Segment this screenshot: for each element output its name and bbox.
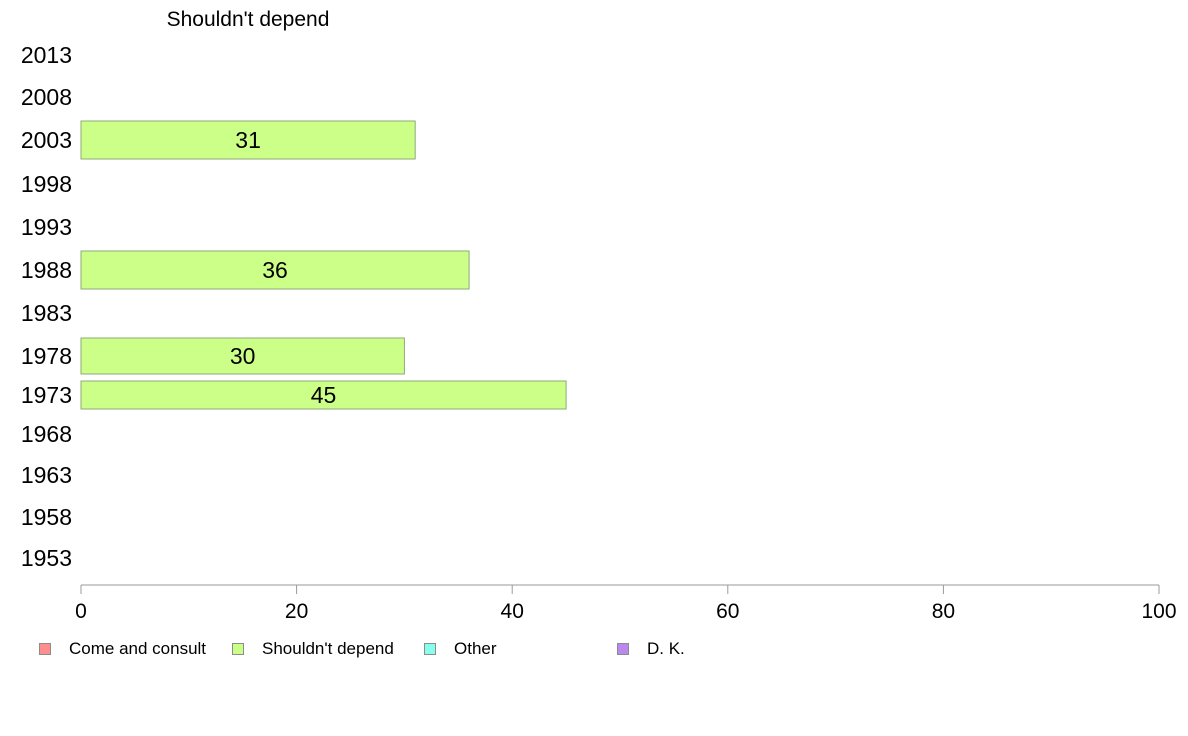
legend-label-come-and-consult: Come and consult [69,639,207,658]
y-tick-label-1973: 1973 [21,382,72,408]
legend-label-dk: D. K. [647,639,685,658]
legend-swatch-shouldnt-depend [232,643,244,655]
y-tick-label-1958: 1958 [21,504,72,530]
bar-label-1988: 36 [262,257,288,283]
legend-item-shouldnt-depend: Shouldn't depend [232,637,394,661]
y-axis-labels: 2013 2008 2003 1998 1993 1988 1983 1978 1973 1968… [21,42,72,571]
x-tick-label-20: 20 [285,600,308,623]
y-tick-label-2008: 2008 [21,84,72,110]
bars [80,120,567,410]
legend-swatch-come-and-consult [39,643,51,655]
x-tick-label-0: 0 [75,600,87,623]
legend-item-other: Other [424,637,497,661]
bar-1973 [80,380,567,410]
bar-2003 [80,120,416,160]
legend-swatch-other [424,643,436,655]
x-tick-label-100: 100 [1141,600,1176,623]
y-tick-label-1953: 1953 [21,545,72,571]
y-tick-label-1998: 1998 [21,171,72,197]
y-tick-label-2003: 2003 [21,127,72,153]
legend-label-other: Other [454,639,497,658]
bar-label-1973: 45 [311,382,337,408]
y-tick-label-1993: 1993 [21,214,72,240]
bar-label-1978: 30 [230,343,256,369]
x-tick-label-60: 60 [716,600,739,623]
y-tick-label-1978: 1978 [21,343,72,369]
bar-data-labels: 31 36 30 45 [230,127,336,408]
legend-label-shouldnt-depend: Shouldn't depend [262,639,394,658]
bar-label-2003: 31 [235,127,261,153]
legend-item-come-and-consult: Come and consult [39,637,206,661]
bar-1978 [80,337,405,375]
x-axis-ticks: 0 20 40 60 80 100 [75,585,1177,623]
chart-title: Shouldn't depend [167,8,330,31]
legend-swatch-dk [617,643,629,655]
x-tick-label-40: 40 [501,600,524,623]
y-tick-label-1963: 1963 [21,462,72,488]
y-tick-label-1983: 1983 [21,300,72,326]
legend: Come and consult Shouldn't depend Other … [0,637,1188,661]
bar-1988 [80,250,470,290]
x-tick-label-80: 80 [932,600,955,623]
y-tick-label-1968: 1968 [21,421,72,447]
legend-item-dk: D. K. [617,637,685,661]
y-tick-label-2013: 2013 [21,42,72,68]
y-tick-label-1988: 1988 [21,257,72,283]
